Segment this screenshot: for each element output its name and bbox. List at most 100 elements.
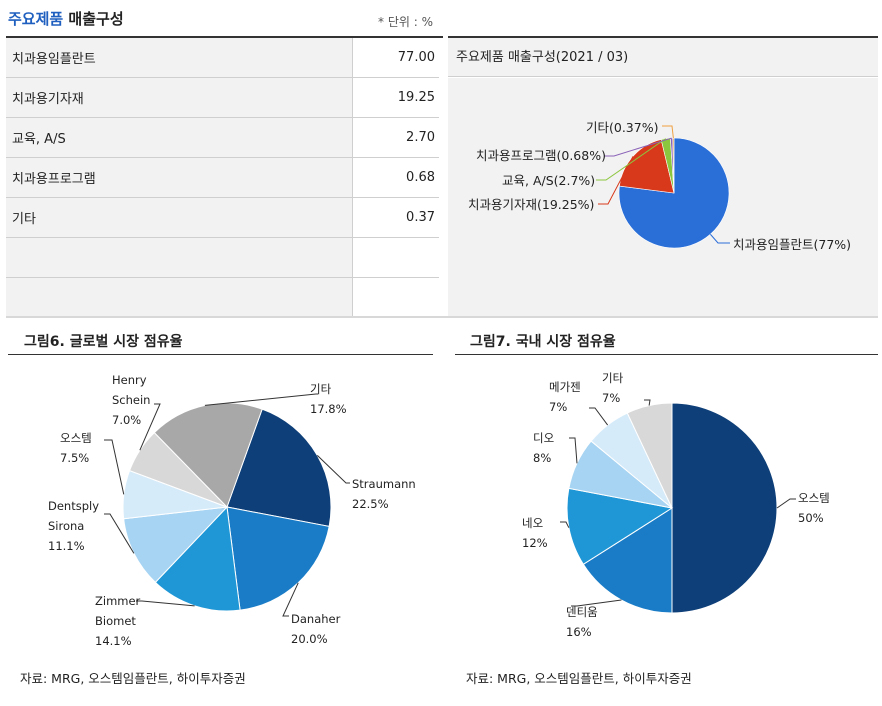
leader-line [569, 437, 578, 464]
leader-line [776, 498, 796, 509]
pie-slice [154, 505, 241, 612]
row-value: 0.68 [352, 157, 439, 198]
sales-pie-chart: 치과용임플란트(77%) 치과용기자재(19.25%) 교육, A/S(2.7%) 치… [468, 120, 851, 252]
unit-note: * 단위 : % [378, 15, 433, 29]
slice-label: Dentsply [48, 499, 99, 513]
table-row: 치과용기자재 19.25 [6, 77, 439, 118]
slice-label: 11.1% [48, 539, 85, 553]
slice-label: 기타 [602, 371, 624, 385]
slice-label: 7% [549, 400, 567, 414]
leader-line [589, 407, 609, 426]
table-row: 치과용프로그램 0.68 [6, 157, 439, 198]
leader-line [560, 521, 570, 528]
row-label [6, 277, 353, 318]
row-value: 19.25 [352, 77, 439, 118]
figure6-source: 자료: MRG, 오스템임플란트, 하이투자증권 [20, 671, 246, 686]
leader-line [104, 513, 135, 554]
table-row [6, 237, 439, 278]
row-value: 77.00 [352, 38, 439, 78]
slice-label: Henry [112, 373, 147, 387]
slice-label: 기타(0.37%) [586, 120, 658, 135]
row-label: 기타 [6, 197, 353, 238]
slice-label: 14.1% [95, 634, 132, 648]
slice-label: 치과용임플란트(77%) [733, 237, 851, 252]
row-label: 치과용임플란트 [6, 38, 353, 78]
table-row: 교육, A/S 2.70 [6, 117, 439, 158]
table-row: 치과용임플란트 77.00 [6, 38, 439, 78]
leader-line [136, 600, 195, 607]
slice-label: 17.8% [310, 402, 347, 416]
slice-label: 7.5% [60, 451, 89, 465]
slice-label: Sirona [48, 519, 84, 533]
global-share-pie-chart: Straumann 22.5% Danaher 20.0% Zimmer Biomet 14… [48, 373, 416, 648]
slice-label: 디오 [533, 431, 554, 445]
slice-label: 20.0% [291, 632, 328, 646]
slice-label: 치과용기자재(19.25%) [468, 197, 594, 212]
figure7-rule [455, 354, 878, 355]
table-row: 기타 0.37 [6, 197, 439, 238]
slice-label: 기타 [310, 382, 332, 396]
chart-top-rule [448, 36, 878, 38]
slice-label: Straumann [352, 477, 416, 491]
row-value: 2.70 [352, 117, 439, 158]
pie-slice [226, 506, 330, 611]
leader-line [139, 403, 161, 451]
figure7-title: 그림7. 국내 시장 점유율 [470, 334, 616, 350]
slice-label: 오스템 [60, 431, 92, 445]
slice-label: 7% [602, 391, 620, 405]
slice-label: 교육, A/S(2.7%) [502, 173, 595, 188]
pie-slice [626, 402, 673, 509]
leader-line [104, 439, 125, 495]
leader-line [662, 125, 674, 139]
section-divider [6, 316, 878, 318]
slice-label: 치과용프로그램(0.68%) [476, 148, 606, 163]
section-title: 주요제품 매출구성 [8, 8, 124, 29]
slice-label: 네오 [522, 516, 543, 530]
figure7-source: 자료: MRG, 오스템임플란트, 하이투자증권 [466, 671, 692, 686]
slice-label: 메가젠 [549, 380, 581, 394]
row-label [6, 237, 353, 278]
row-label: 치과용프로그램 [6, 157, 353, 198]
leader-line [204, 393, 318, 406]
pie-slice [123, 506, 229, 584]
row-label: 치과용기자재 [6, 77, 353, 118]
leader-line [598, 156, 634, 205]
slice-label: 16% [566, 625, 592, 639]
row-label: 교육, A/S [6, 117, 353, 158]
slice-label: Biomet [95, 614, 136, 628]
slice-label: Zimmer [95, 594, 141, 608]
figure6-rule [8, 354, 433, 355]
section-title-rest: 매출구성 [63, 10, 124, 28]
slice-label: 12% [522, 536, 548, 550]
leader-line [282, 582, 299, 617]
pie-slice [671, 402, 778, 614]
slice-label: 50% [798, 511, 824, 525]
leader-line [596, 138, 667, 181]
leader-line [571, 599, 622, 607]
leader-line [604, 137, 672, 157]
row-value [352, 237, 439, 278]
pie-slice [153, 402, 263, 508]
sales-table: 치과용임플란트 77.00 치과용기자재 19.25 교육, A/S 2.70 치과용프로그… [6, 38, 439, 318]
figure6-title: 그림6. 글로벌 시장 점유율 [24, 334, 183, 350]
section-title-accent: 주요제품 [8, 10, 64, 28]
table-row [6, 277, 439, 318]
leader-line [316, 455, 350, 484]
pie-slice [566, 487, 674, 565]
domestic-share-pie-chart: 오스템 50% 덴티움 16% 네오 12% 디오 8% 메가젠 7% 기타 7% [522, 371, 830, 639]
leader-line [709, 233, 730, 244]
slice-label: 22.5% [352, 497, 389, 511]
pie-slice [582, 507, 673, 614]
slice-label: 오스템 [798, 491, 830, 505]
pie-slice [226, 408, 332, 528]
table-top-rule [6, 36, 443, 38]
row-value [352, 277, 439, 318]
pie-chart-area: 치과용임플란트(77%) 치과용기자재(19.25%) 교육, A/S(2.7%) 치… [448, 78, 878, 316]
row-value: 0.37 [352, 197, 439, 238]
pie-chart-title: 주요제품 매출구성(2021 / 03) [448, 38, 878, 77]
slice-label: Danaher [291, 612, 341, 626]
leader-line [644, 399, 651, 406]
slice-label: 7.0% [112, 413, 141, 427]
slice-label: 덴티움 [566, 605, 598, 619]
slice-label: Schein [112, 393, 150, 407]
